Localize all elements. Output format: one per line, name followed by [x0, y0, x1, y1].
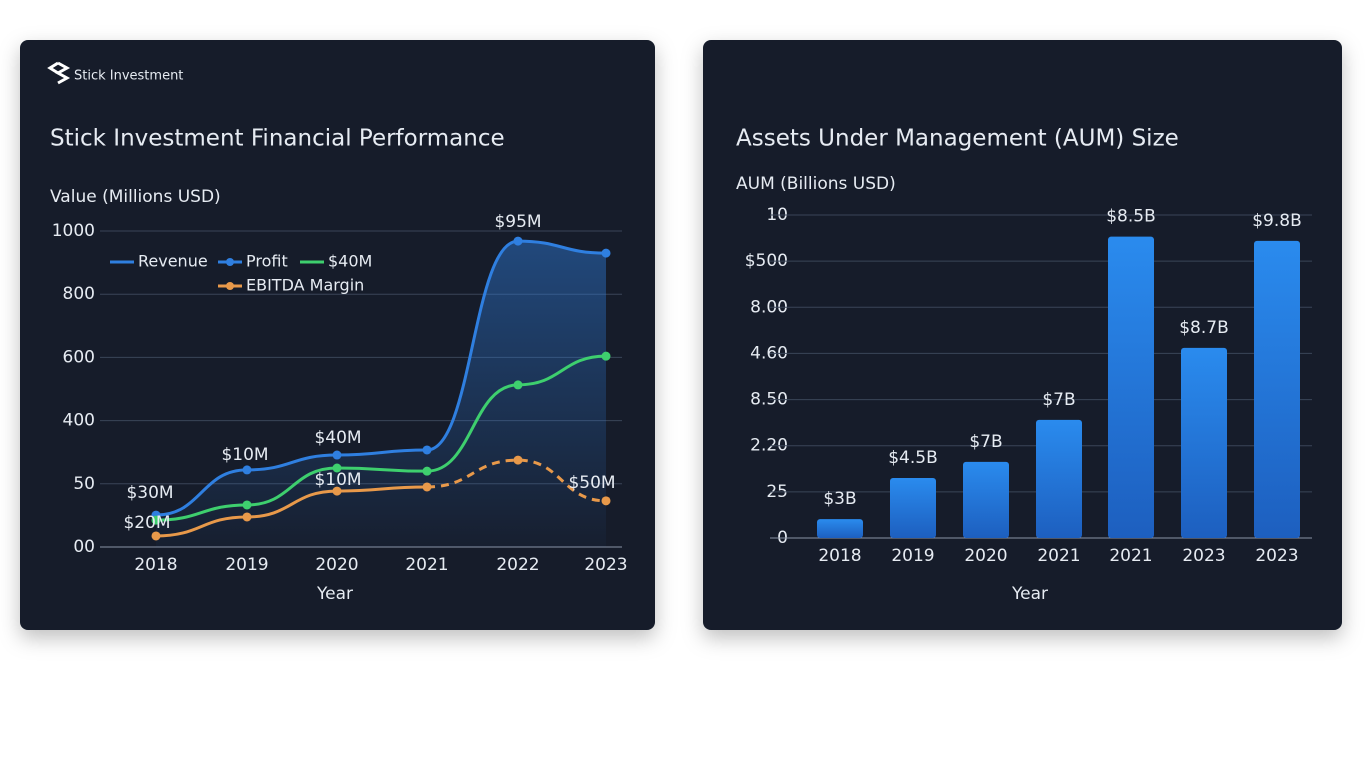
x-tick-label: 2020 — [964, 546, 1007, 566]
marker — [242, 465, 252, 475]
legend-label: Revenue — [138, 252, 208, 271]
bar — [1036, 419, 1082, 538]
bar — [817, 519, 863, 538]
chart-title: Stick Investment Financial Performance — [50, 126, 505, 152]
legend-label: EBITDA Margin — [246, 276, 364, 295]
bar-label: $7B — [969, 432, 1002, 452]
x-tick-label: 2021 — [1037, 546, 1080, 566]
annotation: $50M — [568, 473, 615, 493]
marker — [601, 351, 611, 361]
bar-label: $4.5B — [888, 448, 938, 468]
x-tick-label: 2019 — [225, 555, 268, 575]
bar-label: $7B — [1042, 390, 1075, 410]
y-tick-label: $500 — [745, 251, 788, 271]
bar-label: $9.8B — [1252, 211, 1302, 231]
bar — [1254, 240, 1300, 538]
marker — [513, 455, 523, 465]
annotation: $10M — [314, 470, 361, 490]
y-tick-label: 00 — [73, 537, 95, 557]
annotation: $30M — [126, 483, 173, 503]
legend-dot — [226, 282, 234, 290]
chart-title: Assets Under Management (AUM) Size — [736, 126, 1179, 152]
y-tick-label: 2.20 — [750, 436, 788, 456]
y-axis-label: Value (Millions USD) — [50, 187, 221, 207]
brand: Stick Investment — [74, 69, 183, 84]
y-tick-label: 8.00 — [750, 297, 788, 317]
y-tick-label: 8.50 — [750, 390, 788, 410]
x-tick-label: 2020 — [315, 555, 358, 575]
marker — [242, 512, 252, 522]
marker — [513, 236, 523, 246]
bar — [1181, 347, 1227, 538]
x-tick-label: 2018 — [134, 555, 177, 575]
bar — [963, 461, 1009, 538]
legend-dot — [226, 258, 234, 266]
marker — [151, 531, 161, 541]
x-tick-label: 2019 — [891, 546, 934, 566]
marker — [601, 496, 611, 506]
x-axis-label: Year — [1011, 584, 1048, 604]
y-tick-label: 800 — [63, 284, 95, 304]
y-axis-label: AUM (Billions USD) — [736, 174, 896, 194]
bar-label: $3B — [823, 489, 856, 509]
marker — [422, 445, 432, 455]
logo-icon — [47, 61, 71, 85]
annotation: $10M — [221, 445, 268, 465]
x-tick-label: 2023 — [1255, 546, 1298, 566]
marker — [332, 450, 342, 460]
marker — [513, 380, 523, 390]
marker — [242, 500, 252, 510]
y-tick-label: 50 — [73, 474, 95, 494]
y-tick-label: 1000 — [52, 221, 95, 241]
marker — [601, 248, 611, 258]
bar — [890, 478, 936, 538]
y-tick-label: 4.60 — [750, 343, 788, 363]
bar-label: $8.7B — [1179, 318, 1229, 338]
y-tick-label: 600 — [63, 347, 95, 367]
y-tick-label: 400 — [63, 411, 95, 431]
legend-label: Profit — [246, 252, 288, 271]
bar — [1108, 236, 1154, 539]
legend-label: $40M — [328, 252, 372, 271]
x-tick-label: 2022 — [496, 555, 539, 575]
x-tick-label: 2021 — [405, 555, 448, 575]
annotation: $95M — [494, 212, 541, 232]
x-tick-label: 2023 — [1182, 546, 1225, 566]
line-dashed — [426, 458, 607, 503]
x-tick-label: 2023 — [584, 555, 627, 575]
bar-label: $8.5B — [1106, 207, 1156, 227]
marker — [332, 463, 342, 473]
x-axis-label: Year — [316, 584, 353, 604]
marker — [332, 486, 342, 496]
x-tick-label: 2018 — [818, 546, 861, 566]
line — [155, 354, 607, 522]
area — [156, 241, 606, 547]
x-tick-label: 2021 — [1109, 546, 1152, 566]
annotation: $40M — [314, 428, 361, 448]
marker — [151, 515, 161, 525]
line — [155, 485, 428, 538]
annotation: $20M — [123, 513, 170, 533]
marker — [422, 466, 432, 476]
marker — [422, 482, 432, 492]
